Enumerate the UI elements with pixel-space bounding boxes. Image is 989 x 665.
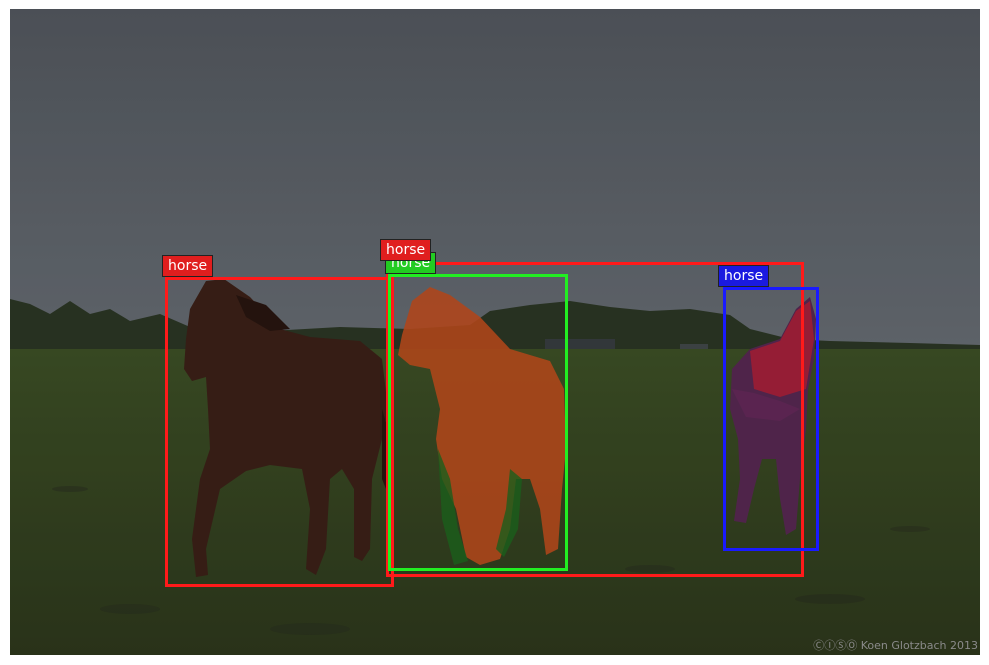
horse-middle-masked bbox=[398, 287, 566, 565]
horse-right-masked bbox=[730, 297, 816, 535]
photo-credit: ⒸⒾⓈⓄ Koen Glotzbach 2013 bbox=[813, 637, 978, 653]
detection-label-horse-4: horse bbox=[718, 265, 770, 287]
detection-box-horse-1 bbox=[165, 277, 394, 587]
field-texture bbox=[52, 486, 930, 635]
detection-box-horse-4 bbox=[723, 287, 819, 551]
detection-label-horse-1: horse bbox=[162, 255, 214, 277]
cc-license-icon: ⒸⒾⓈⓄ bbox=[813, 639, 858, 652]
photo-scene: horse horse horse horse ⒸⒾⓈⓄ Koen Glotzb… bbox=[10, 9, 980, 655]
photo-credit-text: Koen Glotzbach 2013 bbox=[860, 639, 978, 652]
detection-box-horse-3 bbox=[388, 274, 568, 571]
detection-box-horse-2 bbox=[386, 262, 804, 577]
detection-label-horse-2: horse bbox=[380, 239, 432, 261]
